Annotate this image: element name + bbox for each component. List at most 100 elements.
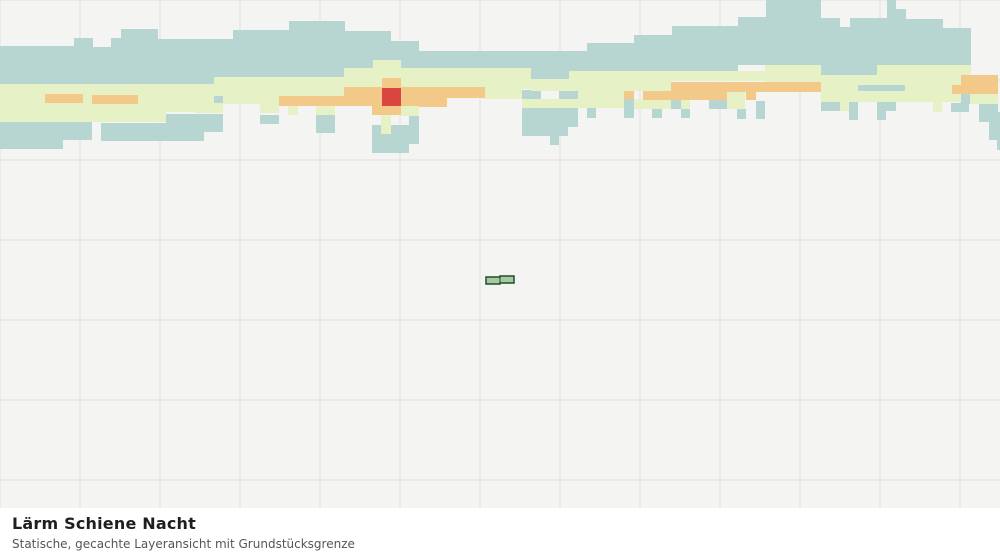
noise-cell (905, 84, 961, 92)
noise-cell (289, 21, 345, 78)
noise-cell (233, 30, 289, 78)
noise-cell (821, 101, 840, 111)
noise-cell (0, 121, 92, 140)
noise-cell (624, 91, 634, 99)
noise-cell (624, 99, 634, 118)
noise-cell (121, 29, 158, 39)
noise-cell (288, 105, 298, 115)
noise-cell (101, 123, 166, 141)
noise-cell (821, 75, 877, 85)
noise-cell (0, 102, 195, 112)
noise-cell (344, 87, 485, 98)
noise-cell (587, 43, 634, 71)
noise-cell (260, 115, 279, 124)
noise-cell (906, 19, 943, 65)
noise-cell (952, 85, 961, 94)
noise-cell (279, 96, 344, 106)
noise-cell (531, 79, 671, 91)
noise-cell (382, 88, 401, 106)
noise-map-layer (0, 0, 1000, 508)
noise-cell (850, 18, 887, 65)
noise-cell (409, 116, 419, 144)
noise-cell (961, 94, 970, 104)
noise-cell (943, 28, 971, 65)
noise-cell (858, 84, 905, 93)
noise-cell (671, 91, 727, 100)
noise-cell (45, 94, 83, 103)
noise-cell (887, 0, 896, 10)
noise-cell (997, 112, 1000, 150)
noise-cell (681, 99, 690, 109)
noise-cell (887, 9, 906, 65)
noise-cell (821, 91, 961, 102)
noise-cell (381, 115, 391, 134)
noise-cell (989, 112, 999, 140)
noise-cell (522, 90, 541, 99)
noise-cell (587, 108, 596, 118)
parcel-boundary[interactable] (485, 275, 515, 285)
map-caption: Lärm Schiene Nacht Statische, gecachte L… (0, 508, 1000, 560)
noise-cell (419, 51, 587, 71)
noise-cell (111, 38, 158, 84)
noise-cell (727, 92, 745, 109)
noise-cell (373, 60, 401, 69)
noise-cell (821, 84, 858, 92)
noise-cell (840, 27, 850, 65)
noise-cell (74, 38, 93, 84)
layer-title: Lärm Schiene Nacht (12, 514, 196, 533)
noise-cell (419, 97, 447, 107)
noise-cell (877, 101, 896, 111)
noise-cell (709, 99, 727, 109)
noise-cell (877, 65, 971, 85)
noise-cell (214, 77, 344, 96)
noise-cell (223, 96, 279, 104)
noise-cell (531, 70, 569, 80)
noise-cell (933, 101, 942, 112)
noise-cell (765, 65, 821, 85)
noise-cell (484, 89, 522, 99)
noise-cell (970, 94, 998, 104)
noise-cell (840, 101, 849, 111)
noise-cell (681, 108, 690, 118)
noise-cell (672, 26, 738, 72)
noise-cell (877, 110, 886, 120)
noise-cell (652, 108, 662, 118)
noise-cell (166, 114, 223, 132)
noise-cell (550, 135, 559, 145)
noise-cell (569, 71, 765, 81)
noise-cell (166, 131, 204, 141)
layer-subtitle: Statische, gecachte Layeransicht mit Gru… (12, 537, 355, 551)
noise-cell (737, 109, 746, 119)
noise-cell (578, 90, 624, 108)
noise-cell (382, 78, 401, 88)
noise-cell (260, 103, 279, 113)
noise-cell (316, 105, 335, 115)
noise-cell (738, 17, 766, 65)
noise-cell (316, 115, 335, 133)
noise-cell (961, 75, 998, 94)
noise-cell (671, 82, 821, 92)
noise-zone-high (45, 75, 998, 115)
noise-zone-very-high (382, 88, 401, 106)
noise-cell (195, 103, 223, 113)
map-view[interactable] (0, 0, 1000, 508)
noise-cell (821, 18, 840, 65)
noise-cell (93, 47, 111, 84)
noise-cell (0, 111, 166, 122)
noise-cell (344, 68, 531, 89)
noise-cell (746, 91, 756, 100)
noise-cell (634, 99, 671, 109)
noise-cell (671, 99, 681, 109)
noise-cell (522, 99, 578, 108)
noise-cell (92, 95, 138, 104)
noise-cell (372, 106, 401, 115)
noise-cell (766, 0, 821, 65)
noise-cell (0, 46, 74, 84)
noise-cell (522, 108, 578, 127)
noise-cell (158, 39, 233, 84)
noise-cell (643, 91, 671, 100)
noise-cell (522, 126, 568, 136)
noise-zone-low (0, 0, 1000, 153)
noise-cell (821, 65, 877, 75)
noise-cell (0, 139, 63, 149)
